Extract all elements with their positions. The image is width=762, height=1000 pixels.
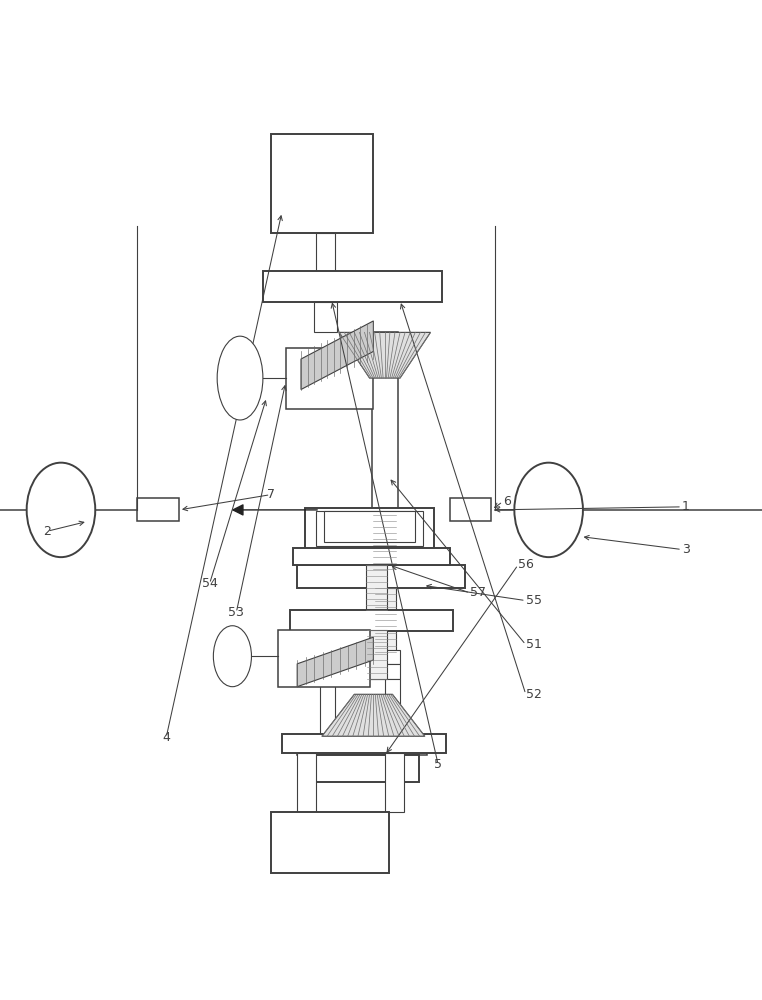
Bar	[286, 348, 373, 409]
Bar	[320, 664, 400, 679]
Bar	[373, 515, 396, 569]
Text: 57: 57	[470, 586, 486, 599]
Text: 7: 7	[267, 488, 274, 501]
Bar	[316, 511, 423, 546]
Text: 54: 54	[202, 577, 217, 590]
Polygon shape	[301, 321, 373, 390]
Bar	[385, 679, 400, 736]
Text: 52: 52	[526, 688, 542, 701]
Ellipse shape	[213, 626, 251, 687]
Ellipse shape	[27, 463, 95, 557]
Bar	[305, 508, 434, 550]
Bar	[305, 755, 419, 782]
Bar	[372, 332, 398, 515]
Bar	[290, 610, 453, 631]
Bar	[316, 233, 335, 271]
Text: 3: 3	[682, 543, 690, 556]
Bar	[450, 498, 491, 521]
Text: 55: 55	[526, 594, 542, 607]
Text: 2: 2	[43, 525, 51, 538]
Bar	[271, 134, 373, 233]
Bar	[137, 498, 179, 521]
Bar	[263, 271, 442, 302]
Bar	[320, 679, 335, 736]
Polygon shape	[322, 694, 425, 736]
Text: 4: 4	[162, 731, 170, 744]
Polygon shape	[297, 637, 373, 687]
Bar	[371, 650, 400, 664]
Text: 1: 1	[682, 500, 690, 513]
Text: 51: 51	[526, 638, 542, 651]
Bar	[297, 565, 465, 588]
Bar	[293, 548, 450, 565]
Bar	[366, 565, 387, 610]
Text: 6: 6	[503, 495, 511, 508]
Bar	[375, 588, 396, 652]
Text: 53: 53	[229, 606, 244, 619]
Text: 56: 56	[518, 558, 534, 571]
Bar	[314, 302, 337, 332]
Ellipse shape	[514, 463, 583, 557]
Bar	[324, 511, 415, 542]
Bar	[297, 736, 427, 755]
Bar	[297, 753, 316, 812]
Bar	[367, 630, 387, 679]
Ellipse shape	[217, 336, 263, 420]
Polygon shape	[339, 332, 431, 378]
Bar	[271, 812, 389, 873]
Text: 5: 5	[434, 758, 442, 771]
Bar	[385, 753, 404, 812]
Bar	[282, 734, 446, 753]
Bar	[278, 630, 370, 687]
